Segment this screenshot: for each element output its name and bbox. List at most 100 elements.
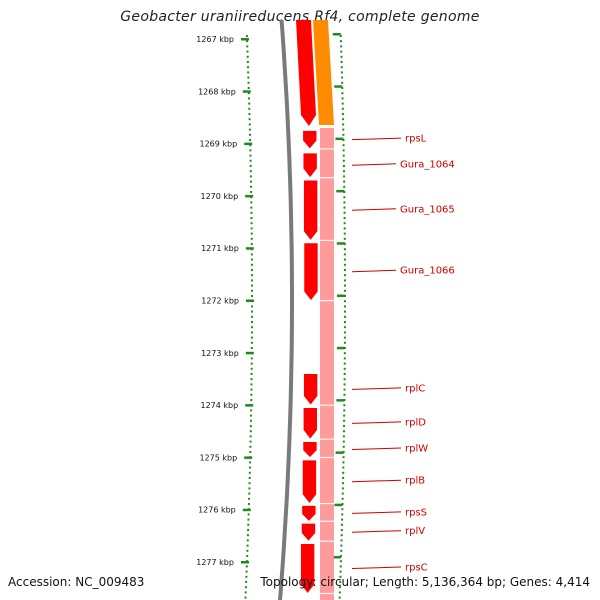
ruler-left-dot [250, 227, 253, 230]
ruler-right-dot [341, 87, 344, 89]
ruler-left-dot [248, 471, 251, 474]
ruler-right-dot [340, 529, 343, 531]
cds-arrow-gura_1065[interactable] [303, 179, 318, 241]
ruler-right-dot [340, 534, 343, 537]
ruler-left-dot [246, 40, 249, 43]
cds-arrow-gura_1066[interactable] [303, 242, 319, 301]
ruler-left-dot [250, 211, 253, 214]
ruler-right-major-tick [333, 556, 342, 559]
label-leader [351, 387, 402, 390]
genome-summary: Topology: circular; Length: 5,136,364 bp… [260, 575, 590, 589]
cds-arrow-rpsc[interactable] [300, 543, 315, 594]
ruler-right-dot [339, 575, 342, 578]
ruler-left-dot [244, 586, 247, 589]
ruler-right-dot [342, 466, 345, 469]
track-separator [320, 540, 334, 542]
ruler-right-dot [343, 170, 346, 173]
ruler-right-dot [342, 456, 345, 459]
ruler-left-dot [247, 81, 250, 84]
ruler-left-dot [250, 185, 253, 188]
ruler-right-dot [340, 523, 343, 526]
cds-arrow-rpsl[interactable] [302, 130, 318, 150]
ruler-right-dot [342, 144, 345, 147]
ruler-right-dot [343, 321, 346, 323]
ruler-left-dot [250, 321, 253, 323]
ruler-left-dot [250, 263, 253, 266]
ruler-right-major-tick [332, 33, 341, 36]
ruler-right-dot [341, 76, 344, 79]
gene-label-rplc[interactable]: rplC [405, 383, 425, 394]
ruler-left-dot [248, 113, 251, 115]
ruler-right-dot [340, 45, 343, 48]
ruler-right-dot [343, 393, 346, 396]
ruler-right-dot [343, 284, 346, 287]
ruler-right-dot [343, 289, 346, 292]
cds-arrow-rpld[interactable] [302, 407, 318, 440]
gene-label-rpsc[interactable]: rpsC [405, 563, 428, 574]
ruler-right-dot [343, 191, 346, 193]
ruler-left-dot [247, 523, 250, 526]
gene-label-rpss[interactable]: rpsS [405, 507, 427, 518]
ruler-right-dot [340, 555, 343, 557]
ruler-left-dot [247, 513, 250, 516]
ruler-major-tick [241, 38, 250, 41]
track-separator [320, 592, 334, 595]
ruler-left-dot [249, 451, 252, 453]
ruler-left-dot [246, 534, 249, 537]
label-leader [351, 208, 397, 211]
gene-label-gura_1066[interactable]: Gura_1066 [400, 266, 455, 277]
ruler-tick-label: 1271 kbp [201, 244, 239, 253]
ruler-right-major-tick [336, 242, 345, 245]
ruler-right-dot [343, 399, 346, 401]
gene-label-rpsl[interactable]: rpsL [405, 134, 427, 145]
ruler-tick-label: 1268 kbp [198, 87, 236, 96]
ruler-right-dot [342, 133, 345, 136]
ruler-right-dot [342, 445, 345, 448]
ruler-left-dot [250, 409, 253, 412]
gene-label-rplw[interactable]: rplW [405, 444, 428, 455]
cds-arrow-rplb[interactable] [302, 459, 317, 504]
ruler-right-dot [341, 503, 344, 505]
gene-label-rplv[interactable]: rplV [405, 526, 425, 537]
gene-label-gura_1065[interactable]: Gura_1065 [400, 204, 455, 215]
orange-feature [313, 20, 334, 125]
ruler-left-dot [247, 518, 250, 521]
ruler-right-dot [343, 175, 346, 178]
ruler-left-dot [250, 373, 253, 375]
ruler-right-dot [343, 196, 346, 199]
ruler-right-dot [338, 596, 341, 599]
ruler-left-dot [250, 326, 253, 329]
gene-label-rpld[interactable]: rplD [405, 417, 426, 428]
gene-label-rplb[interactable]: rplB [405, 476, 425, 487]
ruler-right-dot [342, 430, 345, 433]
gene-label-gura_1064[interactable]: Gura_1064 [400, 159, 455, 170]
ruler-left-dot [250, 393, 253, 396]
ruler-tick-label: 1277 kbp [196, 558, 234, 567]
label-leader [351, 421, 402, 424]
ruler-right-dot [343, 367, 346, 370]
ruler-left-dot [250, 315, 253, 318]
cds-arrow-gura_1064[interactable] [302, 152, 318, 179]
ruler-left-dot [250, 191, 253, 193]
ruler-right-dot [343, 269, 346, 271]
ruler-right-dot [341, 92, 344, 95]
ruler-right-dot [339, 560, 342, 563]
cds-arrow-rplw[interactable] [302, 441, 318, 458]
track-separator [320, 456, 334, 459]
ruler-left-dot [249, 144, 252, 147]
ruler-left-dot [246, 555, 249, 557]
ruler-right-dot [342, 165, 345, 167]
ruler-left-dot [248, 497, 251, 500]
cds-arrow-rplv[interactable] [301, 522, 316, 542]
ruler-right-dot [343, 232, 346, 235]
ruler-left-dot [250, 399, 253, 401]
cds-arrow-rplc[interactable] [303, 373, 318, 406]
ruler-right-dot [340, 50, 343, 53]
track-separator [320, 239, 334, 242]
ruler-right-major-tick [336, 189, 345, 193]
ruler-left-dot [250, 331, 253, 334]
label-leader [351, 566, 402, 570]
cds-arrow-rpss[interactable] [301, 505, 317, 522]
ruler-right-dot [343, 326, 346, 329]
ruler-right-dot [341, 508, 344, 511]
